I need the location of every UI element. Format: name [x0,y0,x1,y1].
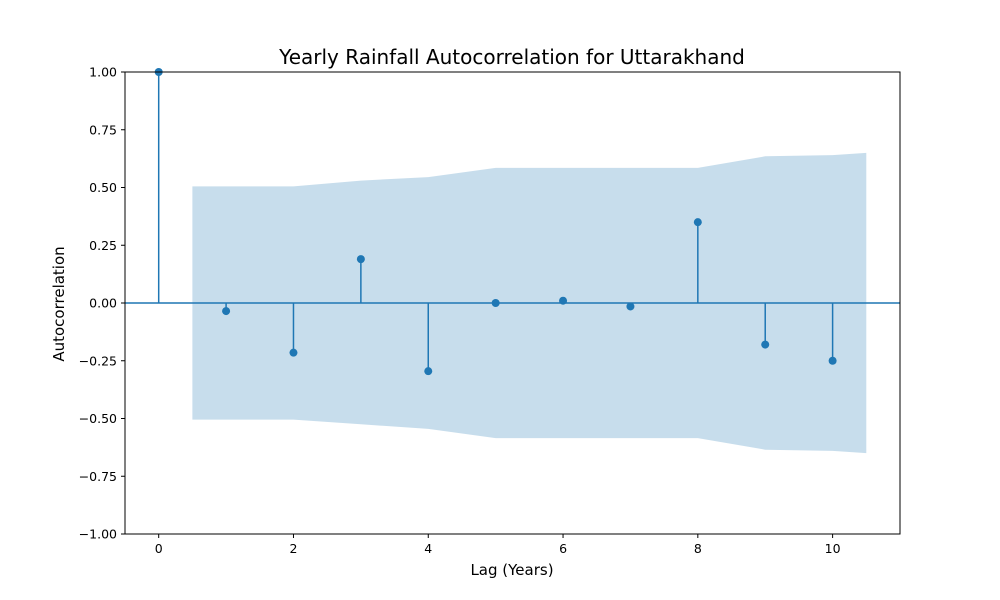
x-tick-label-0: 0 [155,541,163,556]
x-tick-label-10: 10 [825,541,841,556]
marker-lag-8 [693,218,702,227]
marker-lag-2 [289,348,298,357]
x-tick-label-8: 8 [694,541,702,556]
y-tick-label-3: 0.25 [89,238,117,253]
y-tick-label-4: 0.00 [89,296,117,311]
marker-lag-5 [491,299,500,307]
marker-lag-7 [626,302,635,311]
x-tick-label-4: 4 [424,541,432,556]
marker-lag-6 [559,296,568,305]
plot-area: 0 2 4 6 8 10 1.00 0.75 0.50 0.25 0.00 −0.25 −0.50 −0.… [79,65,901,556]
y-tick-label-5: −0.25 [79,353,117,368]
chart-title: Yearly Rainfall Autocorrelation for Utta… [278,45,745,69]
y-tick-label-8: −1.00 [79,527,117,542]
y-tick-label-1: 0.75 [89,122,117,137]
x-tick-label-6: 6 [559,541,567,556]
y-tick-label-7: −0.75 [79,469,117,484]
marker-lag-3 [356,255,365,264]
y-tick-label-6: −0.50 [79,411,117,426]
marker-lag-9 [761,340,770,349]
y-axis-label: Autocorrelation [50,246,68,361]
y-tick-label-0: 1.00 [89,65,117,80]
x-tick-label-2: 2 [290,541,298,556]
x-axis-label: Lag (Years) [470,561,553,579]
marker-lag-1 [222,307,231,316]
y-tick-label-2: 0.50 [89,180,117,195]
marker-lag-4 [424,367,433,376]
marker-lag-10 [828,356,837,365]
